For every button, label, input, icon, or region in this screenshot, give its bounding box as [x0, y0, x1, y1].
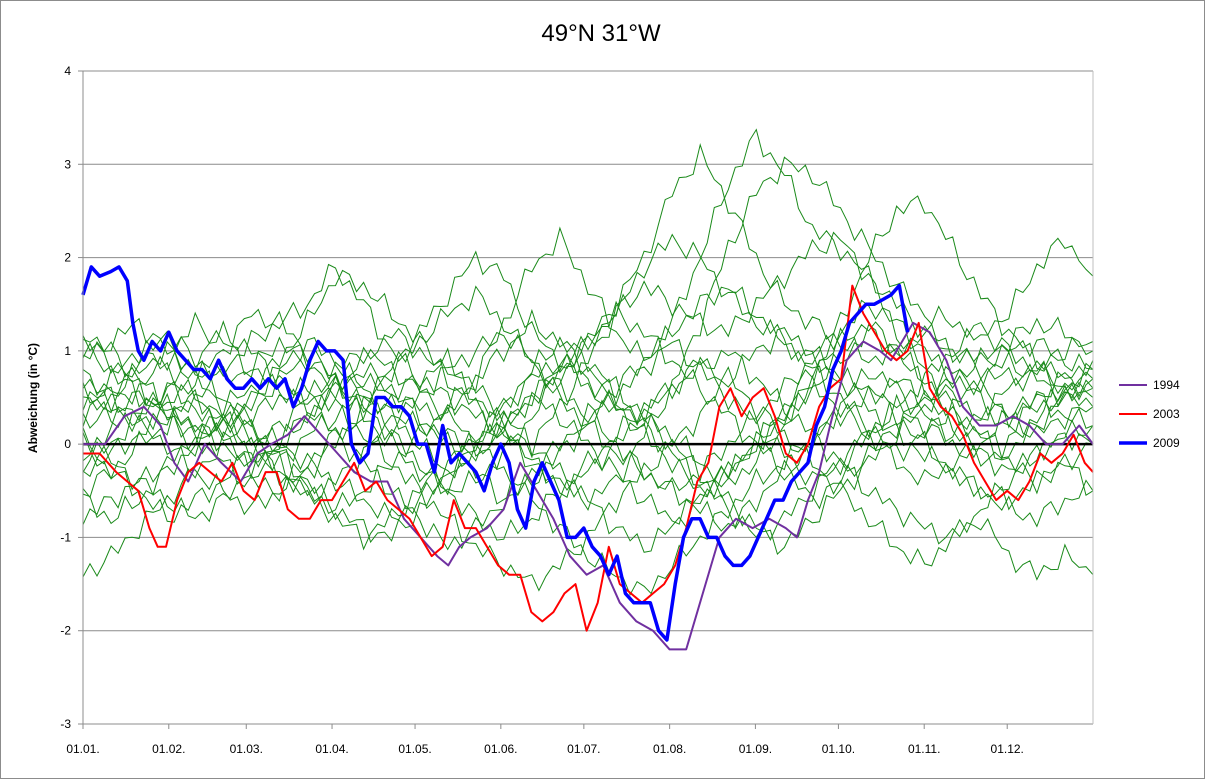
background-year-line	[82, 321, 1094, 544]
y-axis-label: Abweichung (in °C)	[26, 343, 40, 453]
y-tick-label: 3	[64, 157, 71, 171]
background-year-line	[82, 142, 1094, 454]
x-tick-label: 01.04.	[315, 742, 348, 756]
series-line-2003	[83, 284, 1094, 632]
x-tick-labels: 01.01. 01.02. 01.03. 01.04. 01.05. 01.06. 01.0…	[66, 724, 1024, 756]
background-year-line	[82, 156, 1094, 511]
x-tick-label: 01.01.	[66, 742, 99, 756]
x-tick-label: 01.08.	[653, 742, 686, 756]
x-tick-label: 01.06.	[484, 742, 517, 756]
y-tick-label: 1	[64, 344, 71, 358]
background-year-line	[82, 349, 1094, 581]
x-tick-label: 01.10.	[822, 742, 855, 756]
background-year-line	[82, 327, 1094, 523]
y-tick-label: -1	[60, 530, 71, 544]
x-tick-label: 01.02.	[152, 742, 185, 756]
background-year-line	[82, 326, 1094, 592]
chart-title: 49°N 31°W	[541, 20, 661, 47]
background-year-line	[82, 195, 1094, 486]
y-tick-label: 4	[64, 64, 71, 78]
legend-label-2009: 2009	[1153, 436, 1180, 450]
background-year-line	[82, 286, 1094, 551]
background-year-line	[82, 327, 1094, 567]
background-year-line	[82, 233, 1094, 511]
legend-label-2003: 2003	[1153, 407, 1180, 421]
x-tick-label: 01.03.	[230, 742, 263, 756]
x-tick-label: 01.05.	[398, 742, 431, 756]
background-year-line	[82, 316, 1094, 556]
y-tick-label: -3	[60, 717, 71, 731]
background-year-line	[82, 300, 1094, 510]
background-year-line	[82, 231, 1094, 495]
y-tick-labels: -3 -2 -1 0 1 2 3 4	[60, 64, 83, 731]
x-tick-label: 01.11.	[908, 742, 940, 756]
series-line-2009	[81, 265, 910, 642]
background-year-line	[82, 347, 1094, 553]
background-year-line	[82, 299, 1094, 505]
background-year-line	[82, 128, 1094, 429]
highlighted-series	[81, 265, 1094, 651]
background-year-lines	[82, 128, 1094, 596]
legend-label-1994: 1994	[1153, 378, 1180, 392]
x-tick-label: 01.09.	[739, 742, 772, 756]
x-tick-label: 01.07.	[567, 742, 600, 756]
y-tick-label: -2	[60, 624, 71, 638]
y-tick-label: 2	[64, 251, 71, 265]
legend: 1994 2003 2009	[1119, 378, 1180, 450]
x-tick-label: 01.12.	[991, 742, 1024, 756]
y-tick-label: 0	[64, 437, 71, 451]
